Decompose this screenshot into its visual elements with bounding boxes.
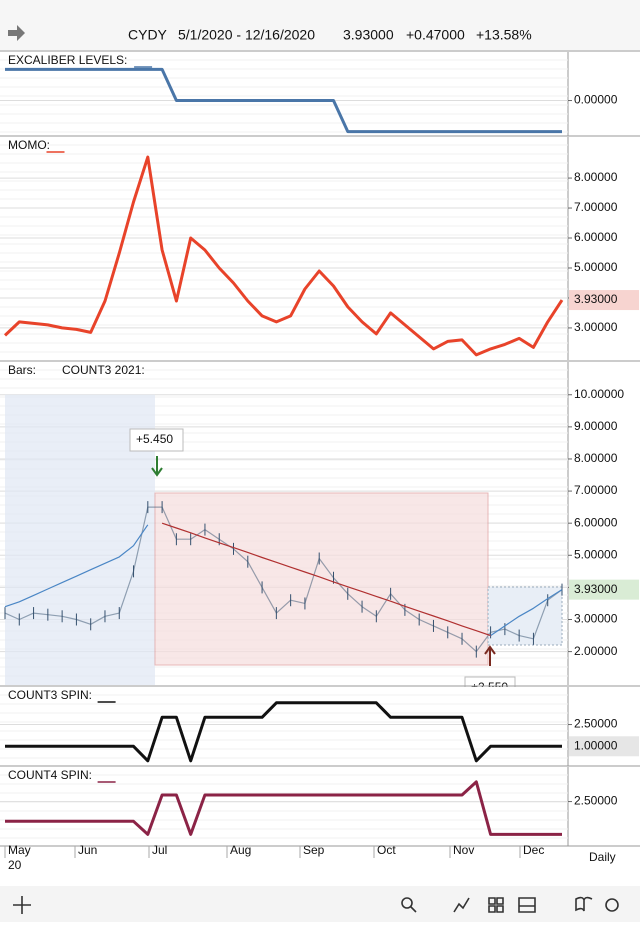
year-label: 20 (8, 858, 22, 872)
last-value-box (569, 290, 639, 311)
panel-title: MOMO: (8, 138, 50, 152)
back-arrow[interactable] (8, 25, 25, 41)
y-tick-label: 0.00000 (574, 93, 618, 107)
down-arrow (151, 456, 163, 477)
series-line (5, 780, 562, 836)
y-tick-label: 5.00000 (574, 547, 618, 561)
series-line (5, 701, 562, 763)
toolbar (0, 886, 640, 922)
panel-title: Bars: (8, 363, 36, 377)
series-line (4, 524, 563, 637)
x-tick-label: Aug (230, 843, 251, 857)
last-value-box (569, 579, 639, 600)
layout-button[interactable] (488, 897, 504, 913)
y-tick-label: 9.00000 (574, 419, 618, 433)
last-price: 3.93000 (343, 27, 394, 43)
annotation: +5.450 (136, 432, 173, 446)
y-tick-label: 8.00000 (574, 170, 618, 184)
y-tick-label: 6.00000 (574, 230, 618, 244)
x-tick-label: May (8, 843, 31, 857)
add-button[interactable] (13, 896, 31, 914)
x-tick-label: Jun (78, 843, 97, 857)
y-tick-label: 6.00000 (574, 515, 618, 529)
x-tick-label: Jul (152, 843, 167, 857)
period-label[interactable]: Daily (589, 850, 616, 864)
symbol: CYDY (128, 27, 168, 43)
y-tick-label: 2.00000 (574, 644, 618, 658)
x-tick-label: Sep (303, 843, 325, 857)
panel-background (0, 137, 640, 360)
panel-background (0, 767, 640, 846)
up-arrow (484, 645, 496, 666)
y-tick-label: 7.00000 (574, 200, 618, 214)
y-tick-label: 2.50000 (574, 717, 618, 731)
change-pct: +13.58% (476, 27, 532, 43)
y-tick-label: 3.00000 (574, 320, 618, 334)
panel-title: COUNT3 SPIN: (8, 688, 92, 702)
header-bar (0, 0, 640, 50)
book-button[interactable] (575, 896, 593, 912)
series-line (161, 522, 491, 637)
series-line (5, 67, 562, 134)
last-value-label: 3.93000 (574, 292, 618, 306)
date-range: 5/1/2020 - 12/16/2020 (178, 27, 315, 43)
trend-zone (154, 492, 489, 666)
panel: 2.50000 COUNT4 SPIN: (0, 765, 640, 846)
last-value-label: 3.93000 (574, 582, 618, 596)
x-tick-label: Oct (377, 843, 396, 857)
y-tick-label: 8.00000 (574, 451, 618, 465)
panel-title: COUNT4 SPIN: (8, 768, 92, 782)
x-tick-label: Dec (523, 843, 544, 857)
panel: 0.00000 EXCALIBER LEVELS: (0, 50, 640, 136)
panel-button[interactable] (518, 897, 536, 913)
panel: 3.000004.000005.000006.000007.000008.000… (0, 135, 640, 360)
series-line (3, 155, 564, 357)
y-tick-label: 5.00000 (574, 260, 618, 274)
y-tick-label: 7.00000 (574, 483, 618, 497)
panel-background (0, 687, 640, 766)
last-value-label: 1.00000 (574, 738, 618, 752)
panel: 2.50000 COUNT3 SPIN: 1.00000 (0, 685, 640, 766)
panel-background (0, 52, 640, 136)
series-line (4, 506, 563, 653)
settings-button[interactable] (605, 898, 619, 912)
last-value-box (569, 736, 639, 757)
chart-type-button[interactable] (453, 897, 470, 913)
x-tick-label: Nov (453, 843, 474, 857)
legend-entry: COUNT3 2021: (62, 363, 145, 377)
panel-title: EXCALIBER LEVELS: (8, 53, 127, 67)
search-button[interactable] (401, 897, 413, 909)
annotation-box (129, 428, 184, 452)
panel: 2.000003.000004.000005.000006.000007.000… (0, 360, 640, 700)
y-tick-label: 10.00000 (574, 387, 624, 401)
change: +0.47000 (406, 27, 465, 43)
y-tick-label: 2.50000 (574, 794, 618, 808)
y-tick-label: 3.00000 (574, 612, 618, 626)
